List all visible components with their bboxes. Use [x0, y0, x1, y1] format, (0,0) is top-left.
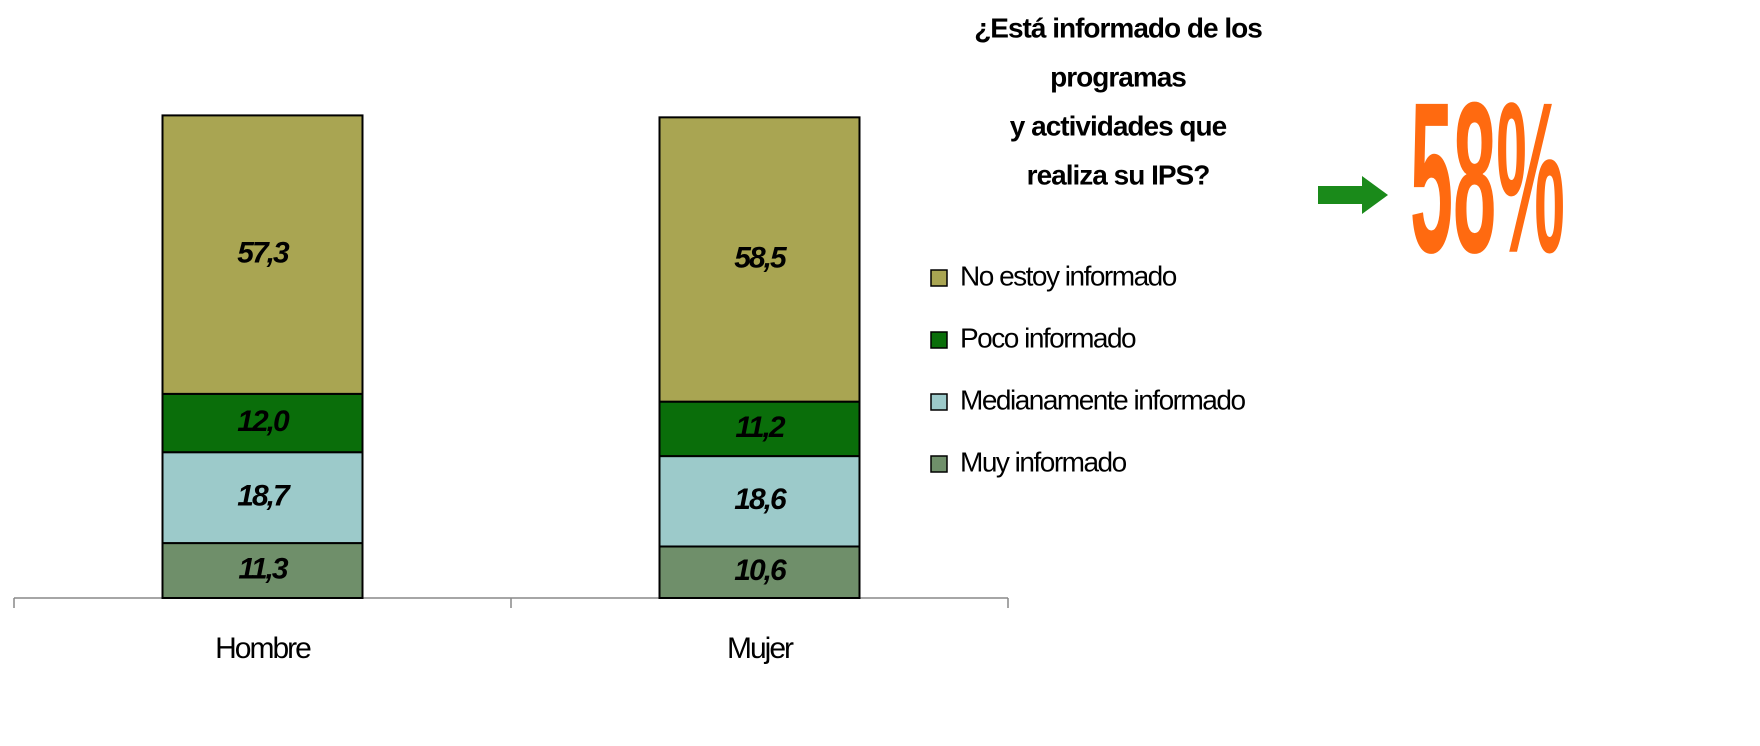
legend-swatch — [930, 269, 948, 287]
data-label: 58,5 — [734, 241, 788, 274]
bar-segment — [161, 451, 364, 545]
bar-segment — [658, 455, 861, 548]
data-label: 11,2 — [735, 411, 785, 444]
chart-title: ¿Está informado de los — [974, 12, 1262, 43]
data-label: 18,6 — [734, 483, 787, 516]
x-tick-label: Mujer — [727, 632, 794, 665]
legend-label: Poco informado — [960, 322, 1136, 353]
legend-swatch — [930, 331, 948, 349]
chart-title: y actividades que — [1010, 110, 1227, 141]
annotation: 58% — [1410, 57, 1565, 298]
bar-segment — [658, 116, 861, 403]
bar-segment — [658, 400, 861, 458]
bar-segment — [161, 114, 364, 395]
bar-segment — [658, 545, 861, 600]
legend-swatch — [930, 455, 948, 473]
chart-title: programas — [1050, 61, 1186, 92]
bar-segment — [161, 542, 364, 599]
arrow — [1318, 176, 1388, 214]
data-label: 11,3 — [238, 552, 288, 585]
legend-label: No estoy informado — [960, 260, 1177, 291]
chart-title: realiza su IPS? — [1027, 159, 1210, 190]
legend-label: Medianamente informado — [960, 384, 1245, 415]
legend-swatch — [930, 393, 948, 411]
data-label: 12,0 — [237, 405, 290, 438]
data-label: 57,3 — [237, 237, 290, 270]
data-label: 10,6 — [734, 554, 787, 587]
legend-label: Muy informado — [960, 446, 1127, 477]
x-tick-label: Hombre — [215, 632, 311, 665]
data-label: 18,7 — [237, 480, 291, 513]
